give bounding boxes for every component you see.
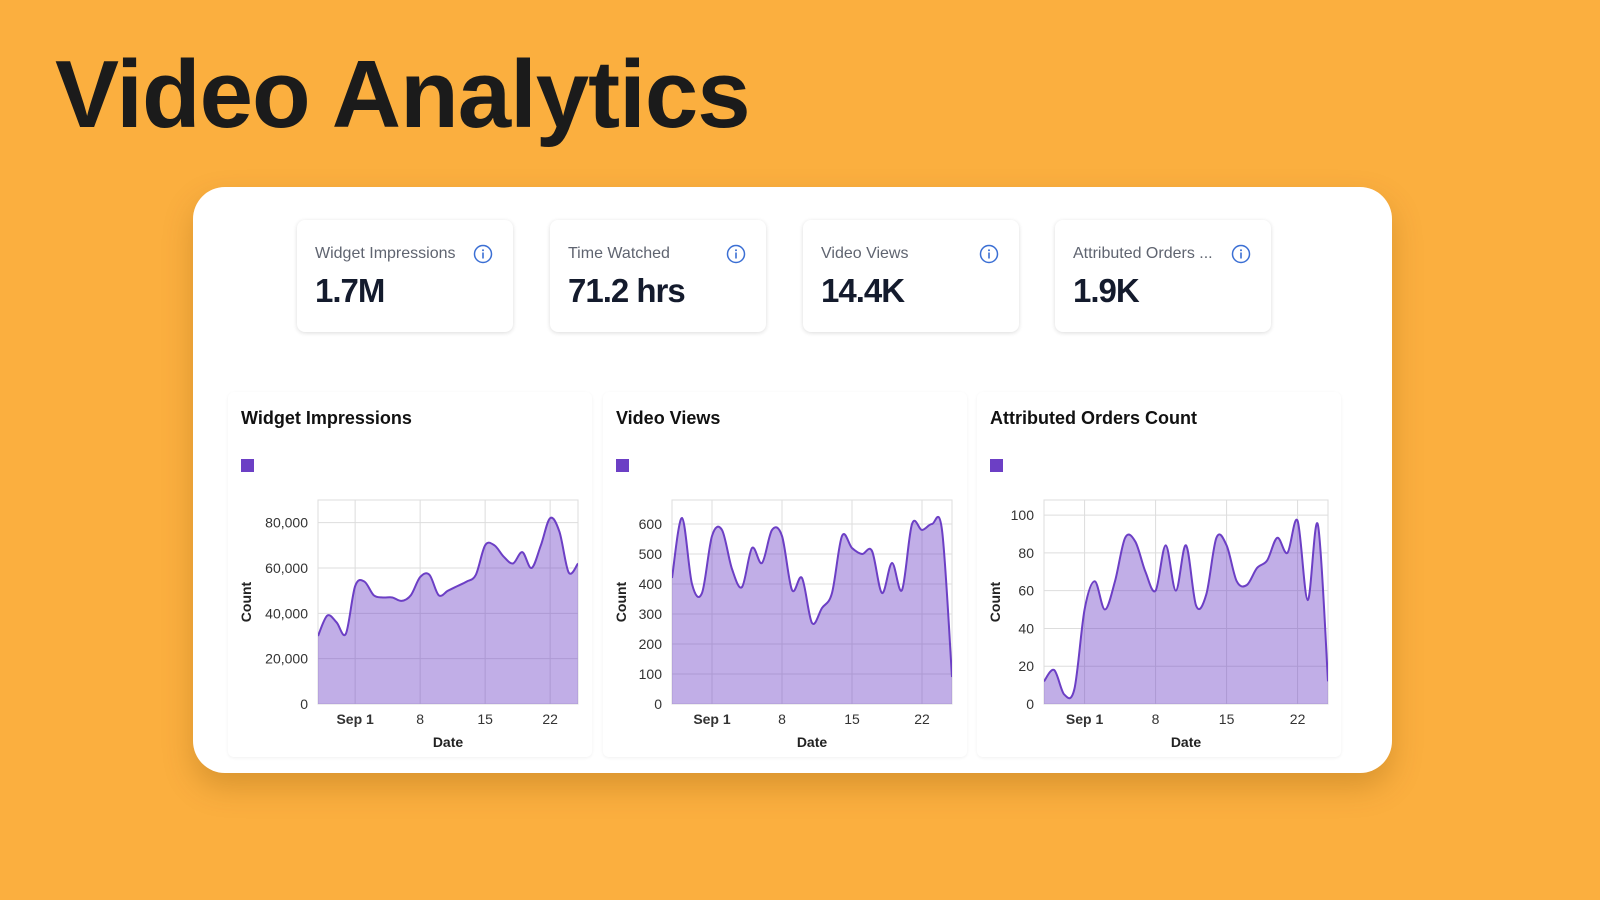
chart: Widget Impressions 0 20,000 40,000 60,000 80,… [238,408,579,750]
page-title: Video Analytics [55,41,751,148]
stat-label: Attributed Orders ... [1073,245,1213,262]
stat-value: 14.4K [821,272,905,309]
dashboard-card: Widget Impressions 1.7M Time Watched 71.… [193,187,1392,773]
info-icon[interactable] [473,244,493,264]
x-axis-label: Date [1171,734,1202,750]
y-axis-label: Count [238,581,254,622]
y-tick-label: 400 [639,576,663,592]
y-tick-label: 0 [1026,696,1034,712]
stat-value: 1.7M [315,272,385,309]
chart-panel: Attributed Orders Count 0 20 40 60 80 100 Sep 1… [977,392,1341,757]
stat-label: Video Views [821,245,909,262]
x-tick-label: 15 [844,711,860,727]
area [318,517,578,704]
stat-card: Widget Impressions 1.7M [297,220,513,332]
y-axis-label: Count [987,581,1003,622]
info-icon[interactable] [1231,244,1251,264]
stat-value: 1.9K [1073,272,1140,309]
x-tick-label: 15 [477,711,493,727]
y-tick-label: 40 [1018,620,1034,636]
y-tick-label: 200 [639,636,663,652]
legend-swatch [990,459,1003,472]
line [672,515,952,678]
chart-panel: Video Views 0 100 200 300 400 500 600 Sep 1 8 15 22… [603,392,967,757]
line [318,516,578,637]
stat-card: Attributed Orders ... 1.9K [1055,220,1271,332]
y-tick-label: 100 [639,666,663,682]
y-tick-label: 40,000 [265,605,308,621]
y-tick-label: 60 [1018,583,1034,599]
stat-label: Widget Impressions [315,245,456,262]
x-tick-label: 15 [1219,711,1235,727]
info-icon[interactable] [979,244,999,264]
y-tick-label: 500 [639,546,663,562]
stat-value: 71.2 hrs [568,272,686,309]
y-tick-label: 80,000 [265,515,308,531]
y-tick-label: 80 [1018,545,1034,561]
chart-panel: Widget Impressions 0 20,000 40,000 60,000 80,… [228,392,592,757]
area [672,516,952,704]
x-axis-label: Date [433,734,464,750]
x-axis-label: Date [797,734,828,750]
x-tick-label: 22 [1290,711,1306,727]
y-tick-label: 0 [654,696,662,712]
info-icon[interactable] [726,244,746,264]
y-tick-label: 100 [1011,507,1035,523]
y-tick-label: 300 [639,606,663,622]
x-tick-label: Sep 1 [336,711,374,727]
x-tick-label: 22 [542,711,558,727]
chart-title: Attributed Orders Count [990,408,1197,428]
y-tick-label: 0 [300,696,308,712]
chart-title: Widget Impressions [241,408,412,428]
area [1044,519,1328,704]
legend-swatch [616,459,629,472]
y-tick-label: 600 [639,516,663,532]
y-tick-label: 20,000 [265,651,308,667]
y-tick-label: 20 [1018,658,1034,674]
x-tick-label: 8 [1152,711,1160,727]
chart: Video Views 0 100 200 300 400 500 600 Sep 1 8 15 22… [613,408,953,750]
y-axis-label: Count [613,581,629,622]
x-tick-label: 22 [914,711,930,727]
x-tick-label: Sep 1 [1066,711,1104,727]
x-tick-label: 8 [778,711,786,727]
stat-card: Time Watched 71.2 hrs [550,220,766,332]
legend-swatch [241,459,254,472]
chart-title: Video Views [616,408,720,428]
stat-card: Video Views 14.4K [803,220,1019,332]
y-tick-label: 60,000 [265,560,308,576]
chart: Attributed Orders Count 0 20 40 60 80 100 Sep 1… [987,408,1329,750]
x-tick-label: 8 [416,711,424,727]
x-tick-label: Sep 1 [693,711,731,727]
stat-label: Time Watched [568,245,670,262]
line [1044,518,1328,700]
